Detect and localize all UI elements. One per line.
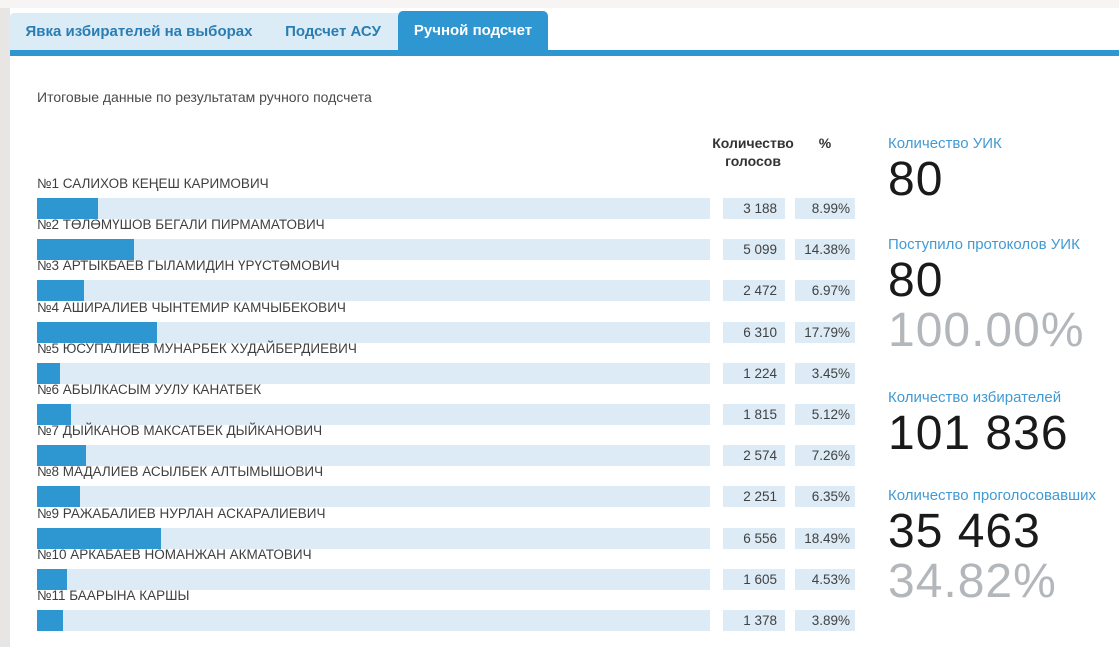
percent-value: 4.53%: [795, 569, 855, 590]
summary-voters-total: Количество избирателей 101 836: [888, 389, 1118, 459]
summary-voters-voted-value: 35 463: [888, 505, 1041, 558]
votes-value: 5 099: [723, 239, 785, 260]
summary-voters-voted-percent: 34.82%: [888, 555, 1057, 608]
summary-voters-total-value: 101 836: [888, 407, 1069, 460]
column-header-votes: Количество голосов: [703, 134, 803, 170]
candidate-name: №10 АРКАБАЕВ НОМАНЖАН АКМАТОВИЧ: [37, 547, 312, 562]
vote-bar-track: [37, 198, 710, 219]
tab-acs-count[interactable]: Подсчет АСУ: [268, 13, 398, 50]
vote-bar-track: [37, 569, 710, 590]
summary-protocols-received-percent: 100.00%: [888, 304, 1085, 357]
vote-bar-fill: [37, 280, 84, 301]
vote-bar-track: [37, 239, 710, 260]
page-top-strip: [0, 0, 1119, 8]
percent-value: 18.49%: [795, 528, 855, 549]
candidate-name: №1 САЛИХОВ КЕҢЕШ КАРИМОВИЧ: [37, 176, 269, 191]
percent-value: 6.97%: [795, 280, 855, 301]
percent-value: 6.35%: [795, 486, 855, 507]
percent-value: 8.99%: [795, 198, 855, 219]
summary-protocols-received-value: 80: [888, 254, 944, 307]
column-header-percent: %: [818, 135, 832, 151]
vote-bar-track: [37, 322, 710, 343]
votes-value: 1 815: [723, 404, 785, 425]
candidate-name: №8 МАДАЛИЕВ АСЫЛБЕК АЛТЫМЫШОВИЧ: [37, 464, 324, 479]
votes-value: 1 378: [723, 610, 785, 631]
candidate-name: №7 ДЫЙКАНОВ МАКСАТБЕК ДЫЙКАНОВИЧ: [37, 423, 323, 438]
vote-bar-fill: [37, 569, 68, 590]
summary-voters-voted: Количество проголосовавших 35 463 34.82%: [888, 487, 1118, 607]
vote-bar-fill: [37, 363, 61, 384]
summary-uik-count: Количество УИК 80: [888, 135, 1118, 205]
vote-bar-fill: [37, 610, 64, 631]
votes-value: 2 574: [723, 445, 785, 466]
vote-bar-fill: [37, 322, 157, 343]
vote-bar-track: [37, 528, 710, 549]
vote-bar-track: [37, 404, 710, 425]
vote-bar-track: [37, 610, 710, 631]
summary-uik-count-value: 80: [888, 153, 944, 206]
column-header-votes-line2: голосов: [725, 153, 781, 169]
vote-bar-fill: [37, 198, 98, 219]
summary-uik-count-label: Количество УИК: [888, 135, 1002, 152]
vote-bar-fill: [37, 528, 162, 549]
votes-value: 2 472: [723, 280, 785, 301]
percent-value: 5.12%: [795, 404, 855, 425]
candidate-name: №5 ЮСУПАЛИЕВ МУНАРБЕК ХУДАЙБЕРДИЕВИЧ: [37, 341, 357, 356]
column-header-votes-line1: Количество: [712, 135, 794, 151]
tab-manual-count[interactable]: Ручной подсчет: [398, 11, 548, 50]
percent-value: 7.26%: [795, 445, 855, 466]
votes-value: 3 188: [723, 198, 785, 219]
votes-value: 2 251: [723, 486, 785, 507]
page-subtitle: Итоговые данные по результатам ручного п…: [37, 89, 372, 105]
votes-value: 1 224: [723, 363, 785, 384]
percent-value: 3.89%: [795, 610, 855, 631]
tab-voter-turnout[interactable]: Явка избирателей на выборах: [10, 13, 268, 50]
candidate-name: №2 ТӨЛӨМҮШОВ БЕГАЛИ ПИРМАМАТОВИЧ: [37, 217, 325, 232]
percent-value: 3.45%: [795, 363, 855, 384]
summary-voters-total-label: Количество избирателей: [888, 389, 1062, 406]
vote-bar-track: [37, 445, 710, 466]
vote-bar-fill: [37, 239, 134, 260]
vote-bar-track: [37, 486, 710, 507]
summary-voters-voted-label: Количество проголосовавших: [888, 487, 1096, 504]
candidate-name: №9 РАЖАБАЛИЕВ НУРЛАН АСКАРАЛИЕВИЧ: [37, 506, 326, 521]
candidate-name: №4 АШИРАЛИЕВ ЧЫНТЕМИР КАМЧЫБЕКОВИЧ: [37, 300, 346, 315]
candidate-name: №11 БААРЫНА КАРШЫ: [37, 588, 190, 603]
percent-value: 14.38%: [795, 239, 855, 260]
votes-value: 1 605: [723, 569, 785, 590]
vote-bar-fill: [37, 404, 72, 425]
vote-bar-fill: [37, 445, 86, 466]
votes-value: 6 310: [723, 322, 785, 343]
tab-underline: [10, 50, 1119, 56]
summary-protocols-received-label: Поступило протоколов УИК: [888, 236, 1080, 253]
candidate-name: №3 АРТЫКБАЕВ ГЫЛАМИДИН ҮРҮСТӨМОВИЧ: [37, 258, 340, 273]
candidate-name: №6 АБЫЛКАСЫМ УУЛУ КАНАТБЕК: [37, 382, 262, 397]
summary-protocols-received: Поступило протоколов УИК 80 100.00%: [888, 236, 1118, 356]
votes-value: 6 556: [723, 528, 785, 549]
percent-value: 17.79%: [795, 322, 855, 343]
vote-bar-fill: [37, 486, 80, 507]
vote-bar-track: [37, 363, 710, 384]
page-left-strip: [0, 8, 10, 647]
vote-bar-track: [37, 280, 710, 301]
